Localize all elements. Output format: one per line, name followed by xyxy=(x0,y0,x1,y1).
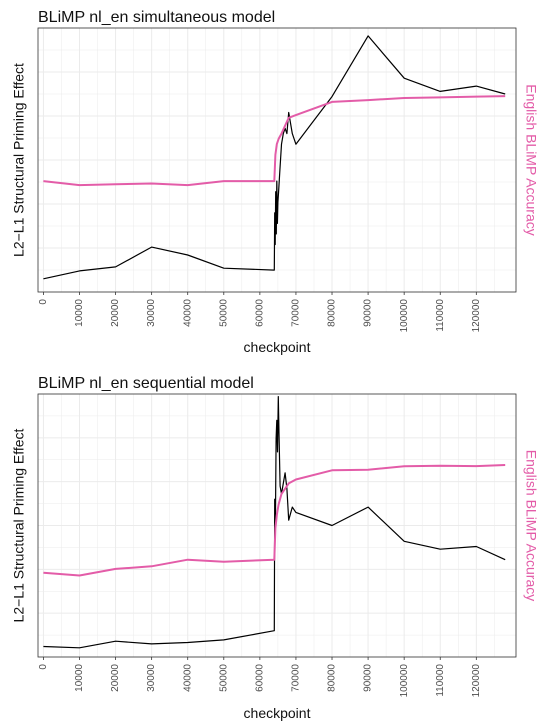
x-tick-label: 60000 xyxy=(255,664,266,692)
series-line-english-blimp-accuracy xyxy=(43,95,506,187)
x-tick-label: 90000 xyxy=(363,664,374,692)
x-tick-label: 100000 xyxy=(399,664,410,698)
x-tick-label: 30000 xyxy=(146,664,157,692)
x-tick-label: 40000 xyxy=(182,664,193,692)
x-tick-label: 60000 xyxy=(255,299,266,327)
x-tick-label: 10000 xyxy=(74,664,85,692)
chart-panel-2: BLiMP nl_en sequential model 0 10000 20000 3… xyxy=(11,375,540,721)
series-line-structural-priming-effect xyxy=(43,396,506,649)
x-axis-label: checkpoint xyxy=(244,705,311,721)
series-line-structural-priming-effect xyxy=(43,35,506,280)
grid xyxy=(38,393,516,658)
x-tick-label: 20000 xyxy=(110,664,121,692)
x-tick-label: 40000 xyxy=(182,299,193,327)
chart-title: BLiMP nl_en sequential model xyxy=(38,375,254,392)
x-tick-label: 20000 xyxy=(110,299,121,327)
x-tick-label: 70000 xyxy=(291,664,302,692)
x-tick-label: 80000 xyxy=(327,299,338,327)
y-axis-label: L2−L1 Structural Priming Effect xyxy=(11,63,27,257)
x-axis-label: checkpoint xyxy=(244,339,311,355)
x-tick-label: 50000 xyxy=(218,299,229,327)
grid xyxy=(38,27,516,293)
x-tick-label: 30000 xyxy=(146,299,157,327)
secondary-y-axis-label: English BLiMP Accuracy xyxy=(523,84,539,235)
x-tick-label: 90000 xyxy=(363,299,374,327)
secondary-y-axis-label: English BLiMP Accuracy xyxy=(523,450,539,601)
series-line-english-blimp-accuracy xyxy=(43,464,506,577)
x-tick-label: 80000 xyxy=(327,664,338,692)
x-tick-label: 100000 xyxy=(399,299,410,333)
x-tick-label: 0 xyxy=(38,664,49,670)
x-tick-label: 50000 xyxy=(218,664,229,692)
x-tick-label: 120000 xyxy=(471,664,482,698)
panel-border xyxy=(37,27,517,293)
x-tick-label: 110000 xyxy=(435,664,446,697)
panel-border xyxy=(37,393,517,658)
x-tick-label: 0 xyxy=(38,299,49,305)
chart-panel-1: BLiMP nl_en simultaneous model 0 10000 2000… xyxy=(11,9,540,355)
x-tick-label: 10000 xyxy=(74,299,85,327)
chart-title: BLiMP nl_en simultaneous model xyxy=(38,9,275,26)
x-tick-label: 110000 xyxy=(435,299,446,332)
x-tick-label: 120000 xyxy=(471,299,482,333)
y-axis-label: L2−L1 Structural Priming Effect xyxy=(11,428,27,622)
x-tick-label: 70000 xyxy=(291,299,302,327)
